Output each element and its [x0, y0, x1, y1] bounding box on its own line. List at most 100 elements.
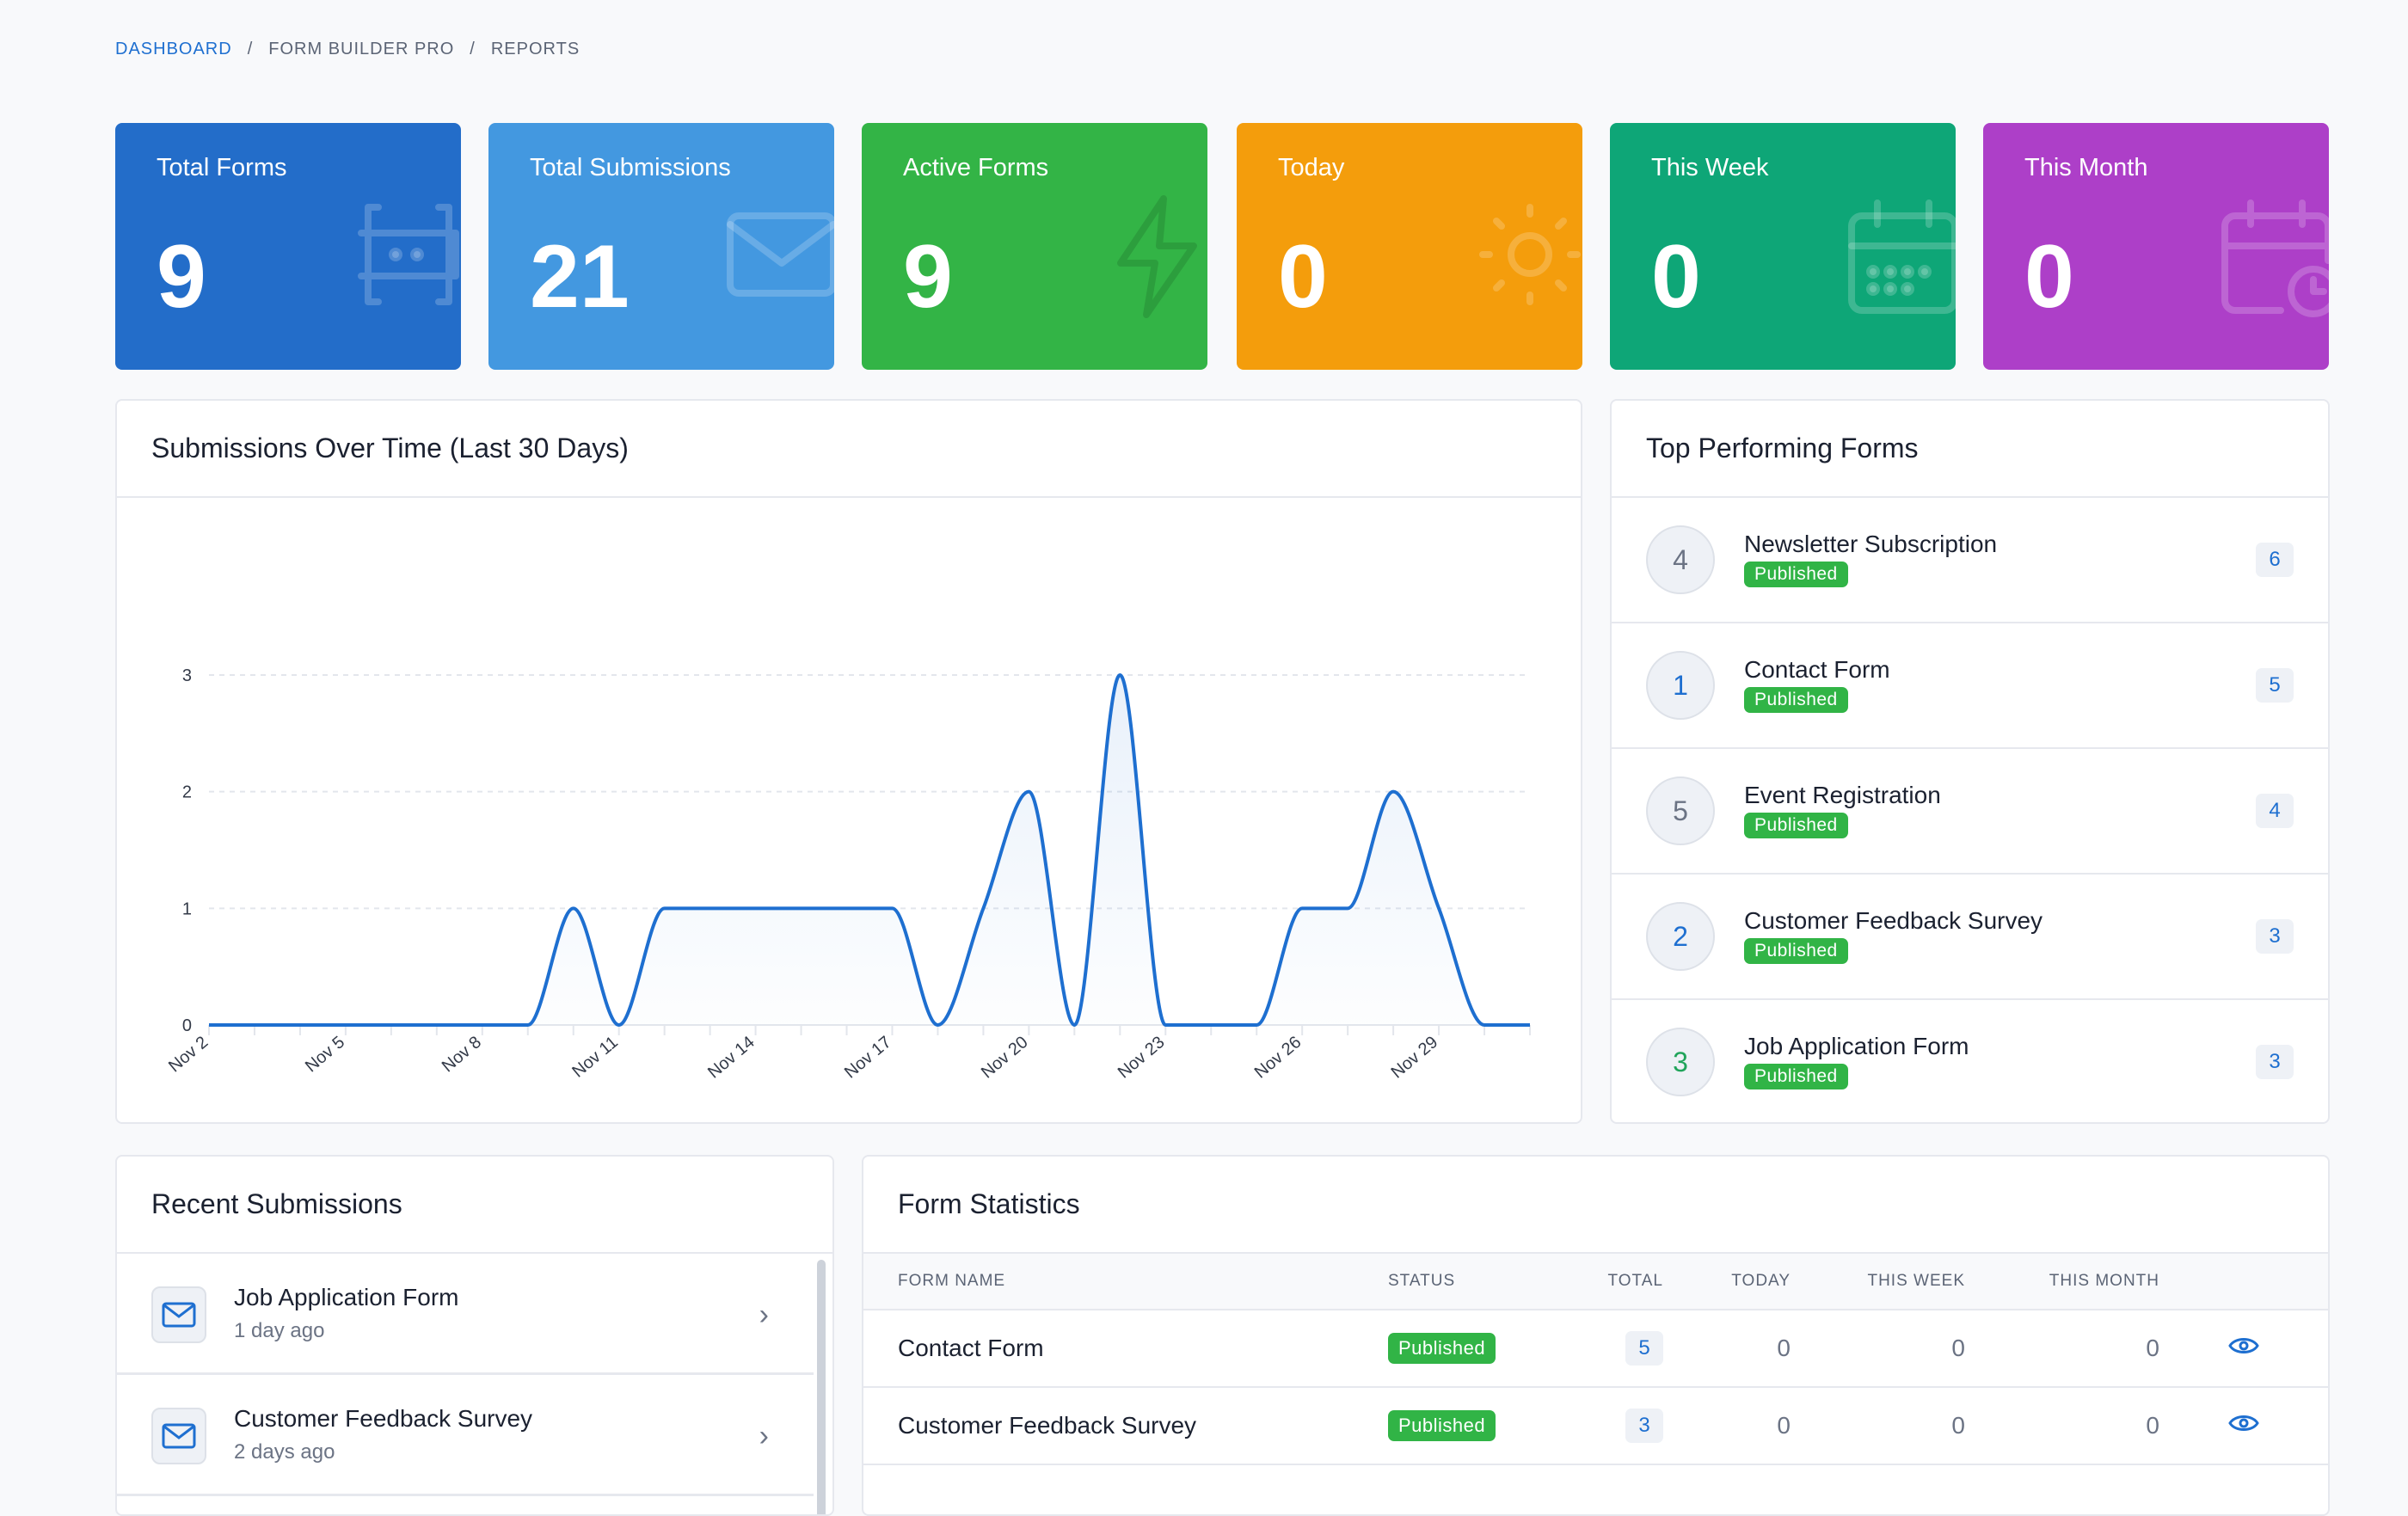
stat-value: 9: [903, 227, 953, 327]
submission-form-name: Job Application Form: [234, 1284, 459, 1310]
view-eye-icon[interactable]: [2159, 1310, 2328, 1388]
form-name: Customer Feedback Survey: [1744, 907, 2043, 934]
stat-card-active-forms: Active Forms 9: [862, 123, 1207, 370]
x-tick-label: Nov 2: [165, 1033, 212, 1076]
total-count: 5: [1625, 1331, 1663, 1366]
stat-card-total-submissions: Total Submissions 21: [488, 123, 834, 370]
month-count: 0: [1965, 1387, 2159, 1465]
status-badge: Published: [1744, 687, 1848, 713]
x-tick-label: Nov 14: [704, 1033, 759, 1083]
status-badge: Published: [1744, 938, 1848, 964]
x-tick-label: Nov 26: [1251, 1033, 1305, 1083]
stat-label: Active Forms: [903, 154, 1049, 181]
stat-card-today: Today 0: [1237, 123, 1582, 370]
top-form-item[interactable]: 4 Newsletter Subscription Published 6: [1612, 498, 2328, 623]
stat-value: 0: [1651, 227, 1701, 327]
stat-value: 21: [530, 227, 630, 327]
week-count: 0: [1791, 1387, 1965, 1465]
stat-label: This Month: [2024, 154, 2148, 181]
x-tick-label: Nov 23: [1115, 1033, 1169, 1083]
y-tick-label: 3: [182, 666, 192, 685]
x-tick-label: Nov 20: [978, 1033, 1032, 1083]
status-badge: Published: [1388, 1410, 1496, 1441]
sun-icon: [1479, 204, 1581, 305]
area-fill: [209, 675, 1530, 1025]
stat-value: 9: [157, 227, 206, 327]
form-name: Contact Form: [1744, 656, 1890, 683]
submission-count: 4: [2256, 794, 2294, 828]
scrollbar[interactable]: [817, 1260, 826, 1514]
stat-label: This Week: [1651, 154, 1769, 181]
col-this-week: THIS WEEK: [1791, 1254, 1965, 1310]
month-count: 0: [1965, 1310, 2159, 1388]
breadcrumb-separator: /: [247, 40, 254, 58]
form-statistics-table: FORM NAME STATUS TOTAL TODAY THIS WEEK T…: [863, 1254, 2328, 1465]
top-form-item[interactable]: 1 Contact Form Published 5: [1612, 623, 2328, 749]
submission-count: 5: [2256, 668, 2294, 703]
submission-count: 3: [2256, 1045, 2294, 1079]
form-name: Contact Form: [863, 1310, 1388, 1388]
table-row: Customer Feedback Survey Published 3 0 0…: [863, 1387, 2328, 1465]
stat-card-this-week: This Week 0: [1610, 123, 1956, 370]
rank-badge: 2: [1646, 902, 1715, 971]
stat-label: Total Forms: [157, 154, 287, 181]
rank-badge: 5: [1646, 776, 1715, 845]
stat-card-total-forms: Total Forms 9: [115, 123, 461, 370]
status-badge: Published: [1744, 562, 1848, 587]
recent-submissions-panel: Recent Submissions Job Application Form …: [115, 1155, 834, 1516]
breadcrumb-dashboard[interactable]: DASHBOARD: [115, 40, 232, 58]
x-tick-label: Nov 17: [841, 1033, 895, 1083]
y-tick-label: 2: [182, 783, 192, 802]
bolt-icon: [1117, 195, 1197, 318]
col-status: STATUS: [1388, 1254, 1577, 1310]
submissions-line-chart: 0 1 2 3 Nov 2 Nov 5 Nov 8 Nov 11 Nov 14 Nov 17 Nov…: [165, 666, 1531, 1083]
calendar-icon: [1848, 199, 1956, 314]
submission-time: 1 day ago: [234, 1319, 325, 1342]
top-form-item[interactable]: 5 Event Registration Published 4: [1612, 749, 2328, 875]
chevron-right-icon[interactable]: ›: [759, 1298, 769, 1331]
breadcrumb: DASHBOARD / FORM BUILDER PRO / REPORTS: [115, 40, 580, 59]
table-row: Contact Form Published 5 0 0 0: [863, 1310, 2328, 1388]
rank-badge: 4: [1646, 525, 1715, 594]
stat-value: 0: [2024, 227, 2074, 327]
total-count: 3: [1625, 1409, 1663, 1443]
view-eye-icon[interactable]: [2159, 1387, 2328, 1465]
envelope-icon: [727, 212, 834, 297]
status-badge: Published: [1744, 1064, 1848, 1089]
breadcrumb-form-builder-pro[interactable]: FORM BUILDER PRO: [268, 40, 455, 58]
form-name: Customer Feedback Survey: [863, 1387, 1388, 1465]
recent-submission-item[interactable]: Job Application Form 1 day ago ›: [117, 1254, 814, 1375]
stat-label: Today: [1278, 154, 1345, 181]
submission-count: 6: [2256, 543, 2294, 577]
x-tick-label: Nov 5: [302, 1033, 348, 1076]
form-statistics-title: Form Statistics: [863, 1157, 2328, 1254]
stat-value: 0: [1278, 227, 1328, 327]
today-count: 0: [1663, 1310, 1791, 1388]
stat-label: Total Submissions: [530, 154, 731, 181]
form-name: Job Application Form: [1744, 1033, 1969, 1059]
x-tick-label: Nov 29: [1388, 1033, 1442, 1083]
recent-submissions-title: Recent Submissions: [117, 1157, 832, 1254]
recent-submission-item[interactable]: Customer Feedback Survey 2 days ago ›: [117, 1375, 814, 1496]
top-form-item[interactable]: 3 Job Application Form Published 3: [1612, 1000, 2328, 1122]
chevron-right-icon[interactable]: ›: [759, 1420, 769, 1452]
today-count: 0: [1663, 1387, 1791, 1465]
y-tick-label: 1: [182, 899, 192, 918]
x-tick-label: Nov 11: [568, 1033, 622, 1082]
top-performing-forms-panel: Top Performing Forms 4 Newsletter Subscr…: [1610, 399, 2330, 1124]
col-form-name: FORM NAME: [863, 1254, 1388, 1310]
calendar-clock-icon: [2221, 199, 2329, 317]
breadcrumb-reports: REPORTS: [490, 40, 580, 58]
y-tick-label: 0: [182, 1016, 192, 1035]
rank-badge: 1: [1646, 651, 1715, 720]
form-name: Event Registration: [1744, 782, 1941, 808]
envelope-icon: [151, 1286, 206, 1343]
week-count: 0: [1791, 1310, 1965, 1388]
status-badge: Published: [1388, 1333, 1496, 1364]
top-form-item[interactable]: 2 Customer Feedback Survey Published 3: [1612, 875, 2328, 1000]
submission-form-name: Customer Feedback Survey: [234, 1405, 533, 1432]
chart-title: Submissions Over Time (Last 30 Days): [117, 401, 1581, 498]
envelope-icon: [151, 1408, 206, 1464]
x-tick-label: Nov 8: [439, 1033, 485, 1076]
submission-time: 2 days ago: [234, 1440, 335, 1464]
